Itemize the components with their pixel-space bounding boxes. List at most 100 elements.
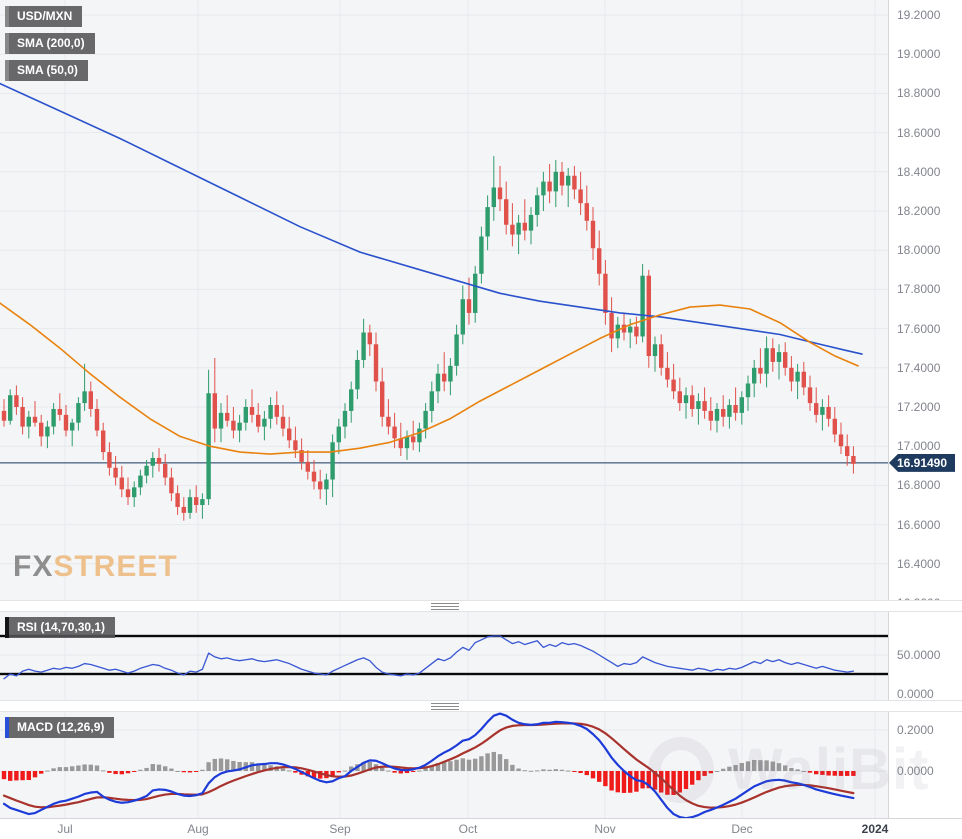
macd-histogram-bar <box>225 759 230 771</box>
time-axis-month-label: Sep <box>329 822 351 836</box>
candle-body <box>82 391 87 404</box>
fxstreet-logo-street: STREET <box>53 550 178 583</box>
macd-histogram-bar <box>845 771 850 776</box>
candle-body <box>838 434 844 447</box>
time-axis-year-label: 2024 <box>861 822 889 836</box>
candle-body <box>454 334 459 366</box>
macd-histogram-bar <box>584 771 589 776</box>
legend-symbol[interactable]: USD/MXN <box>5 6 83 27</box>
candle-body <box>411 436 416 443</box>
macd-histogram-bar <box>287 770 292 772</box>
fxstreet-logo-fx: FX <box>13 550 54 583</box>
candle-body <box>324 479 329 490</box>
macd-histogram-bar <box>621 771 627 793</box>
macd-histogram-bar <box>485 753 490 771</box>
macd-histogram-bar <box>702 771 707 776</box>
candle-body <box>758 367 763 374</box>
macd-histogram-bar <box>256 763 261 771</box>
macd-histogram-bar <box>528 770 534 772</box>
candle-body <box>169 477 174 494</box>
time-axis[interactable]: Jul Aug Sep Oct Nov Dec 2024 <box>0 818 962 839</box>
candle-body <box>156 457 162 464</box>
macd-histogram-bar <box>318 771 323 779</box>
macd-histogram-bar <box>386 770 391 772</box>
candle-body <box>522 222 527 231</box>
candle-body <box>132 487 137 498</box>
macd-histogram-bar <box>113 771 118 775</box>
candle-body <box>150 457 155 466</box>
macd-histogram-bar <box>429 765 434 771</box>
price-tick-label: 19.2000 <box>897 8 941 22</box>
macd-histogram-bar <box>293 771 298 773</box>
candle-body <box>634 326 639 337</box>
candle-body <box>262 418 267 427</box>
macd-histogram-bar <box>411 771 416 773</box>
panel-resize-handle[interactable] <box>431 703 459 710</box>
macd-histogram-bar <box>107 771 112 773</box>
candle-body <box>237 422 242 431</box>
candle-body <box>101 430 106 453</box>
candle-body <box>249 407 255 415</box>
macd-histogram-bar <box>169 768 174 771</box>
price-tick-label: 17.2000 <box>897 400 941 414</box>
macd-histogram-bar <box>714 771 720 772</box>
macd-histogram-bar <box>789 767 794 771</box>
price-axis[interactable]: 19.2000 19.0000 18.8000 18.6000 18.4000 18.20… <box>888 0 962 818</box>
candle-body <box>163 463 168 478</box>
candle-body <box>212 393 217 429</box>
macd-histogram-bar <box>795 769 800 771</box>
candle-body <box>8 395 13 421</box>
main-plot-group <box>0 82 888 521</box>
candle-body <box>26 416 31 427</box>
macd-histogram-bar <box>305 771 310 777</box>
macd-histogram-bar <box>677 771 682 793</box>
macd-histogram-bar <box>132 771 137 772</box>
macd-histogram-bar <box>361 762 366 771</box>
candle-body <box>225 412 230 421</box>
macd-histogram-bar <box>156 764 162 771</box>
candle-body <box>181 506 186 513</box>
macd-histogram-bar <box>721 768 726 771</box>
macd-plot-group <box>1 712 856 818</box>
price-tick-label: 17.6000 <box>897 321 941 336</box>
candle-body <box>770 348 775 362</box>
candle-body <box>305 461 310 472</box>
macd-histogram-bar <box>32 771 38 778</box>
macd-histogram-bar <box>70 766 75 771</box>
macd-histogram-bar <box>758 760 763 771</box>
candle-body <box>113 467 118 478</box>
candle-body <box>45 426 50 437</box>
candle-body <box>621 324 627 333</box>
candle-body <box>752 367 757 384</box>
macd-histogram-bar <box>94 765 100 771</box>
price-tick-label: 16.6000 <box>897 517 941 532</box>
legend-sma200[interactable]: SMA (200,0) <box>5 33 95 54</box>
candle-body <box>125 489 131 498</box>
macd-histogram-bar <box>783 765 788 771</box>
macd-histogram-bar <box>516 768 521 771</box>
macd-histogram-bar <box>770 761 775 771</box>
macd-histogram-bar <box>615 771 620 793</box>
macd-histogram-bar <box>336 771 341 773</box>
price-tick-label: 18.6000 <box>897 125 941 140</box>
price-tick-label: 17.4000 <box>897 360 941 375</box>
macd-line <box>2 712 855 818</box>
macd-histogram-bar <box>218 758 224 771</box>
rsi-label[interactable]: RSI (14,70,30,1) <box>5 617 116 638</box>
panel-resize-handle[interactable] <box>431 603 459 610</box>
candle-body <box>702 401 707 411</box>
macd-histogram-bar <box>237 761 242 771</box>
macd-histogram-bar <box>522 770 527 772</box>
rsi-label-text: RSI (14,70,30,1) <box>17 620 106 634</box>
macd-histogram-bar <box>435 763 441 771</box>
macd-histogram-bar <box>578 771 583 774</box>
time-axis-month-label: Dec <box>731 822 753 836</box>
candle-body <box>714 408 720 421</box>
candle-body <box>466 299 472 313</box>
macd-histogram-bar <box>671 771 676 795</box>
legend-sma50[interactable]: SMA (50,0) <box>5 60 88 81</box>
candle-body <box>615 324 620 339</box>
candle-body <box>535 195 540 215</box>
macd-label[interactable]: MACD (12,26,9) <box>5 717 115 738</box>
